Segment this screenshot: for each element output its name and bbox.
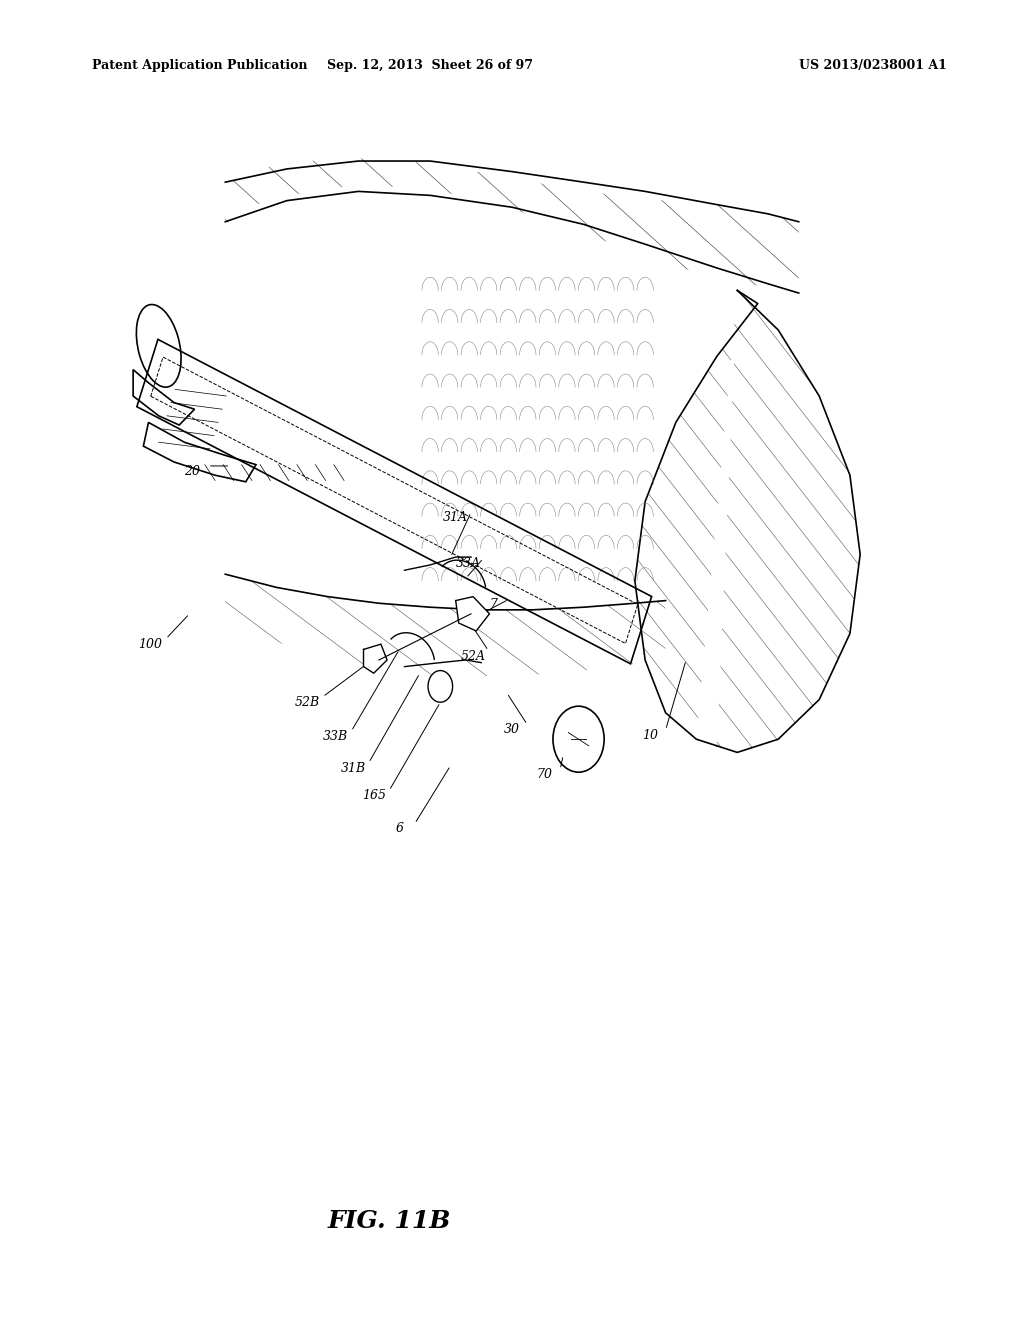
Text: 31B: 31B bbox=[341, 762, 366, 775]
Polygon shape bbox=[456, 597, 489, 631]
Text: 30: 30 bbox=[504, 723, 520, 737]
Text: 52A: 52A bbox=[461, 649, 485, 663]
Text: 31A: 31A bbox=[443, 511, 468, 524]
Text: 70: 70 bbox=[537, 768, 553, 781]
Text: 52B: 52B bbox=[295, 696, 319, 709]
Text: FIG. 11B: FIG. 11B bbox=[328, 1209, 451, 1233]
Text: 10: 10 bbox=[642, 729, 658, 742]
Text: 165: 165 bbox=[361, 789, 386, 803]
Text: Sep. 12, 2013  Sheet 26 of 97: Sep. 12, 2013 Sheet 26 of 97 bbox=[327, 59, 534, 73]
Text: 20: 20 bbox=[184, 465, 201, 478]
Text: Patent Application Publication: Patent Application Publication bbox=[92, 59, 307, 73]
Text: 33A: 33A bbox=[456, 557, 480, 570]
Text: US 2013/0238001 A1: US 2013/0238001 A1 bbox=[799, 59, 946, 73]
Text: 7: 7 bbox=[489, 598, 498, 611]
Text: 100: 100 bbox=[138, 638, 163, 651]
Polygon shape bbox=[364, 644, 387, 673]
Text: 6: 6 bbox=[395, 822, 403, 836]
Text: 33B: 33B bbox=[324, 730, 348, 743]
